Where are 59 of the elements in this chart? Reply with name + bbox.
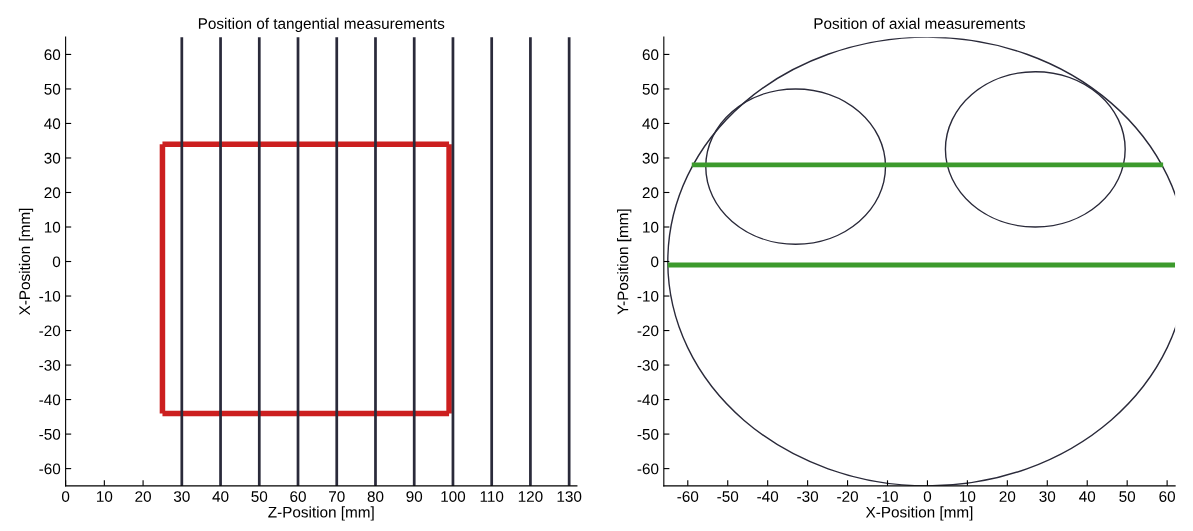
y-tick-label: 40 (44, 118, 61, 130)
y-tick-label: 50 (44, 83, 61, 95)
y-tick-label: -20 (637, 325, 659, 337)
x-tick-label: 30 (173, 491, 190, 502)
y-tick-label: -30 (637, 359, 659, 371)
x-tick-label: 10 (97, 491, 113, 502)
y-tick-label: -60 (637, 463, 659, 475)
y-tick-label: -40 (637, 394, 659, 406)
y-axis-title: Y-Position [mm] (617, 209, 632, 315)
x-tick-label: 90 (406, 491, 423, 502)
y-axis-title: X-Position [mm] (18, 208, 34, 316)
x-tick-label: -40 (757, 491, 779, 502)
y-tick-label: 20 (642, 187, 659, 199)
y-tick-label: -10 (637, 290, 659, 302)
x-tick-label: -20 (837, 491, 859, 502)
chart-title: Position of axial measurements (814, 17, 1026, 29)
x-tick-label: -50 (717, 491, 739, 502)
y-tick-label: 60 (44, 49, 61, 61)
x-axis-title: X-Position [mm] (865, 506, 973, 521)
y-tick-label: 60 (642, 49, 659, 61)
x-tick-label: 10 (960, 491, 976, 502)
y-tick-label: 30 (44, 152, 61, 164)
x-tick-label: 30 (1039, 491, 1056, 502)
x-tick-label: 40 (212, 491, 229, 502)
y-tick-label: 0 (651, 256, 659, 268)
x-tick-label: 70 (329, 491, 345, 502)
x-tick-label: 60 (1159, 491, 1176, 502)
y-tick-label: -20 (39, 325, 61, 337)
x-tick-label: 130 (557, 491, 582, 502)
x-tick-label: 60 (290, 491, 306, 502)
x-tick-label: -30 (797, 491, 819, 502)
x-axis-title: Z-Position [mm] (268, 506, 374, 521)
x-tick-label: 0 (61, 491, 70, 502)
x-tick-label: 20 (135, 491, 151, 502)
y-tick-label: 30 (642, 152, 659, 164)
chart-title: Position of tangential measurements (198, 17, 445, 33)
x-tick-label: 50 (251, 491, 268, 502)
y-tick-label: -40 (39, 394, 61, 406)
x-tick-label: 50 (1119, 491, 1136, 502)
x-tick-label: -60 (677, 491, 699, 502)
y-tick-label: -10 (39, 290, 61, 302)
x-tick-label: 40 (1079, 491, 1096, 502)
x-tick-label: 110 (480, 491, 504, 502)
x-tick-label: 20 (999, 491, 1016, 502)
y-tick-label: -30 (39, 359, 61, 371)
x-tick-label: 100 (441, 491, 466, 502)
y-tick-label: 10 (643, 221, 659, 233)
x-tick-label: -10 (877, 491, 898, 502)
y-tick-label: 20 (44, 187, 61, 199)
y-tick-label: -50 (39, 428, 61, 440)
x-tick-label: 80 (367, 491, 384, 502)
y-tick-label: -50 (637, 428, 659, 440)
x-tick-label: 120 (518, 491, 543, 502)
y-tick-label: 50 (642, 83, 659, 95)
y-tick-label: 40 (642, 118, 659, 130)
y-tick-label: 0 (52, 256, 61, 268)
y-tick-label: -60 (39, 463, 61, 475)
x-tick-label: 0 (923, 491, 932, 502)
y-tick-label: 10 (44, 221, 61, 233)
